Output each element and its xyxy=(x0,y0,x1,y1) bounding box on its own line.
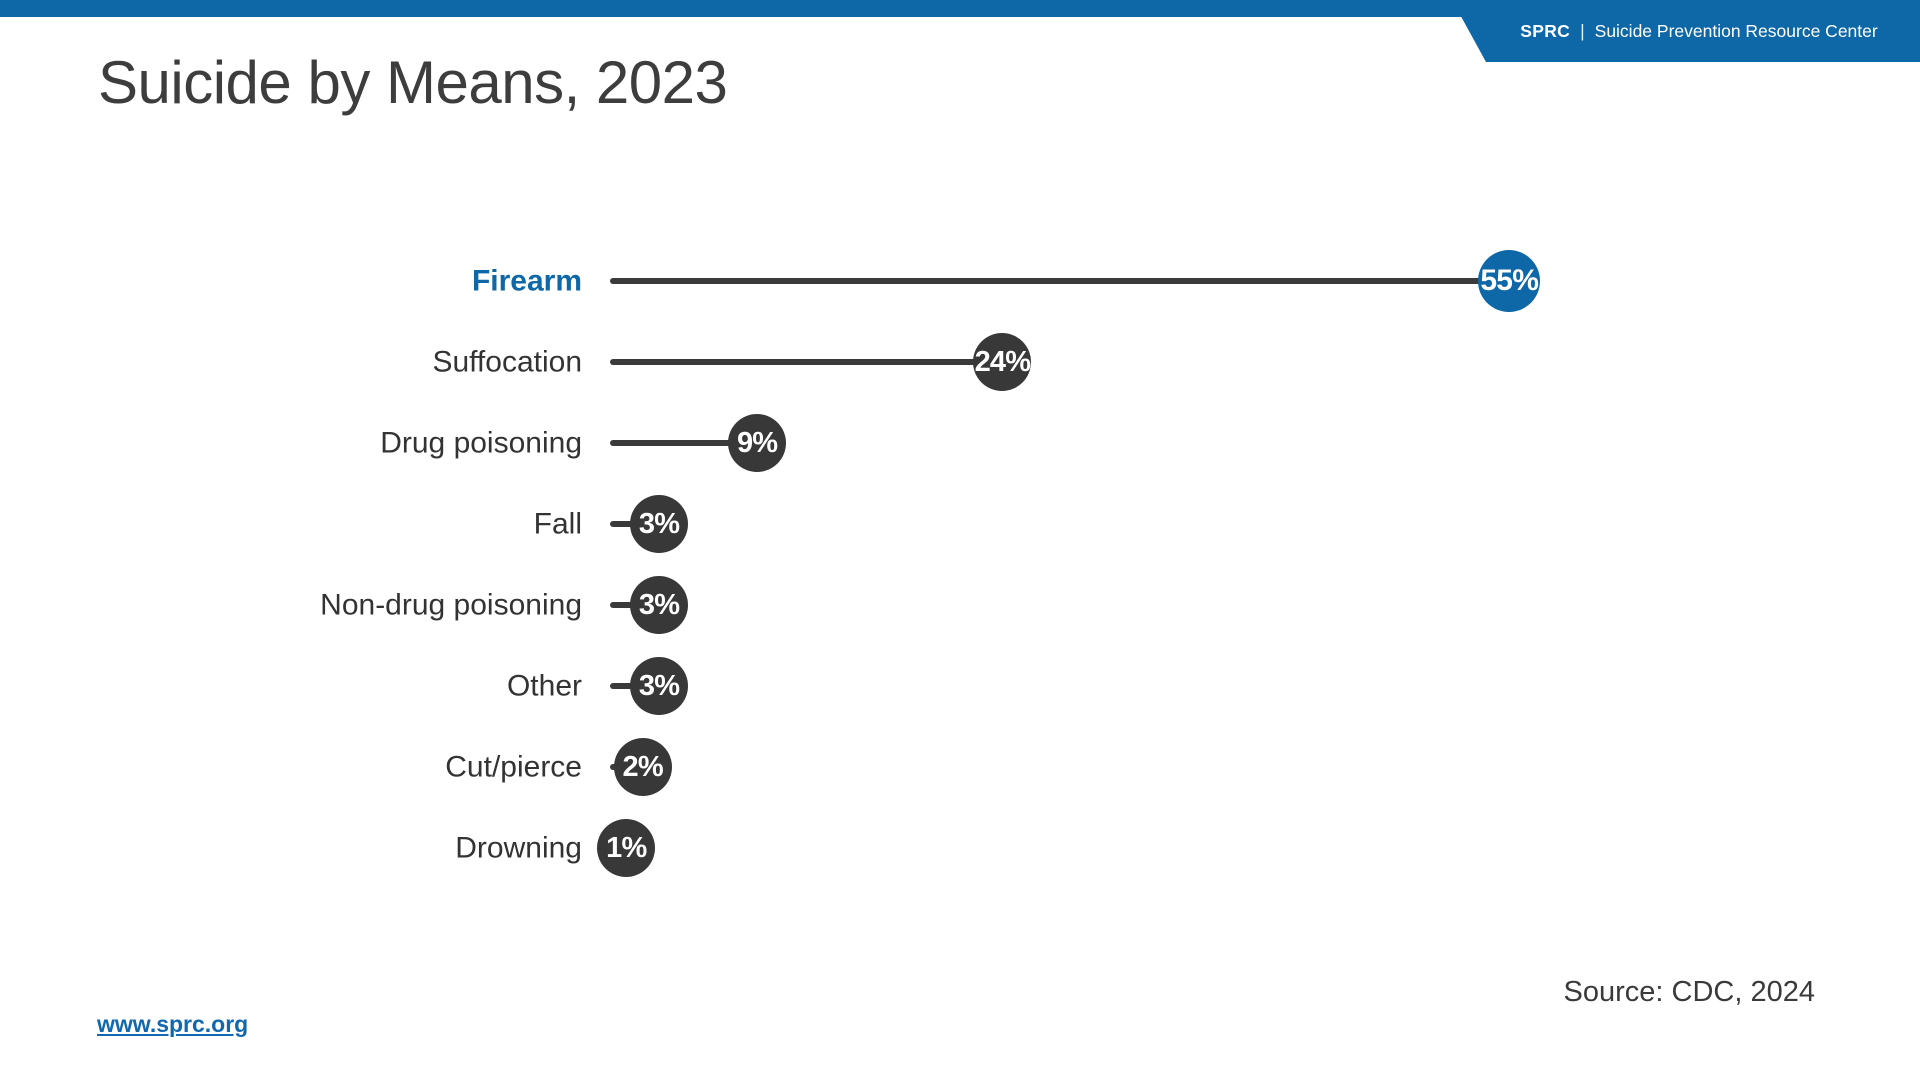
value-marker: 24% xyxy=(973,333,1032,391)
value-label: 1% xyxy=(606,831,647,864)
value-marker: 1% xyxy=(597,819,656,877)
website-link[interactable]: www.sprc.org xyxy=(97,1011,249,1037)
category-label: Non-drug poisoning xyxy=(320,588,582,622)
chart-row: Fall 3% xyxy=(0,484,1920,565)
category-label: Fall xyxy=(533,507,582,541)
chart-row: Other 3% xyxy=(0,646,1920,727)
value-label: 2% xyxy=(622,750,664,783)
category-label: Other xyxy=(506,669,582,703)
value-marker: 9% xyxy=(728,414,787,472)
category-label: Cut/pierce xyxy=(445,750,582,784)
value-marker: 55% xyxy=(1478,250,1541,312)
chart-row: Non-drug poisoning 3% xyxy=(0,565,1920,646)
page-title: Suicide by Means, 2023 xyxy=(98,49,728,116)
brand-banner: SPRC | Suicide Prevention Resource Cente… xyxy=(1452,0,1920,62)
category-label: Drug poisoning xyxy=(380,426,582,460)
value-label: 3% xyxy=(638,669,680,702)
brand-separator: | xyxy=(1580,20,1585,41)
value-marker: 2% xyxy=(613,738,672,796)
category-label: Drowning xyxy=(455,831,582,865)
value-line xyxy=(610,359,1003,365)
value-label: 55% xyxy=(1480,264,1539,297)
value-label: 24% xyxy=(974,345,1031,378)
chart-row: Suffocation 24% xyxy=(0,322,1920,403)
chart-row: Drug poisoning 9% xyxy=(0,403,1920,484)
top-accent-bar xyxy=(0,0,1920,17)
value-marker: 3% xyxy=(630,576,689,634)
category-label: Suffocation xyxy=(432,345,582,379)
value-label: 3% xyxy=(638,588,680,621)
source-note: Source: CDC, 2024 xyxy=(1563,976,1815,1008)
value-label: 3% xyxy=(638,507,680,540)
chart-row: Cut/pierce 2% xyxy=(0,727,1920,808)
value-label: 9% xyxy=(736,426,778,459)
value-marker: 3% xyxy=(630,495,689,553)
value-line xyxy=(610,278,1510,284)
value-line xyxy=(610,440,758,446)
value-marker: 3% xyxy=(630,657,689,715)
brand-abbr: SPRC xyxy=(1520,20,1571,41)
chart-row: Firearm 55% xyxy=(0,241,1920,322)
category-label: Firearm xyxy=(471,264,582,298)
chart-row: Drowning 1% xyxy=(0,808,1920,889)
brand-name: Suicide Prevention Resource Center xyxy=(1594,20,1878,41)
